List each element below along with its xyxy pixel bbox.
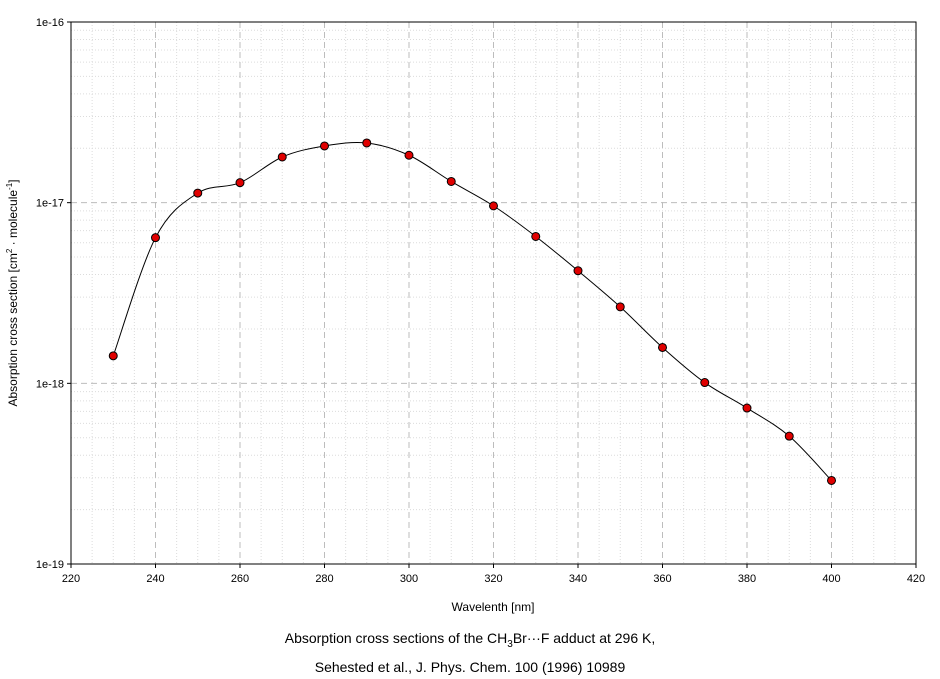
series-points bbox=[108, 138, 836, 485]
caption-line-2: Sehested et al., J. Phys. Chem. 100 (199… bbox=[314, 658, 626, 675]
x-tick-label: 360 bbox=[653, 573, 671, 585]
caption-line-1: Absorption cross sections of the CH3Br··… bbox=[284, 630, 656, 650]
y-axis-label: Absorption cross section [cm2 · molecule… bbox=[5, 179, 20, 406]
x-tick-label: 240 bbox=[146, 573, 164, 585]
x-tick-label: 400 bbox=[822, 573, 840, 585]
data-point bbox=[320, 141, 329, 151]
y-tick-label: 1e-17 bbox=[36, 198, 64, 210]
data-point bbox=[151, 233, 160, 243]
x-tick-label: 280 bbox=[315, 573, 333, 585]
chart-caption: Absorption cross sections of the CH3Br··… bbox=[0, 627, 940, 679]
x-tick-label: 320 bbox=[484, 573, 502, 585]
data-point bbox=[531, 231, 541, 241]
data-point bbox=[658, 342, 667, 352]
data-point bbox=[615, 302, 625, 312]
x-tick-label: 340 bbox=[569, 573, 587, 585]
y-tick-label: 1e-18 bbox=[36, 378, 64, 390]
data-point bbox=[573, 266, 583, 276]
x-tick-label: 380 bbox=[738, 573, 756, 585]
data-point bbox=[489, 201, 498, 211]
x-axis-ticks: 220 240 260 280 300 320 340 360 380 400 420 bbox=[62, 564, 925, 585]
data-point bbox=[446, 176, 456, 186]
data-point bbox=[827, 475, 836, 485]
data-point bbox=[277, 152, 287, 162]
x-tick-label: 260 bbox=[231, 573, 249, 585]
data-point bbox=[108, 351, 118, 361]
minor-grid bbox=[71, 22, 916, 564]
data-point bbox=[742, 403, 752, 413]
data-point bbox=[404, 150, 414, 160]
data-point bbox=[235, 178, 245, 188]
chart: 220 240 260 280 300 320 340 360 380 400 420 1e-191… bbox=[5, 17, 925, 614]
x-tick-label: 300 bbox=[400, 573, 418, 585]
y-tick-label: 1e-19 bbox=[36, 559, 64, 571]
x-tick-label: 420 bbox=[907, 573, 925, 585]
data-point bbox=[362, 138, 372, 148]
y-axis-ticks: 1e-19 1e-18 1e-17 1e-16 bbox=[36, 17, 71, 571]
data-point bbox=[700, 378, 710, 388]
data-point bbox=[784, 431, 794, 441]
x-axis-label: Wavelenth [nm] bbox=[452, 600, 535, 614]
data-point bbox=[193, 188, 203, 198]
x-tick-label: 220 bbox=[62, 573, 80, 585]
y-tick-label: 1e-16 bbox=[36, 17, 64, 29]
